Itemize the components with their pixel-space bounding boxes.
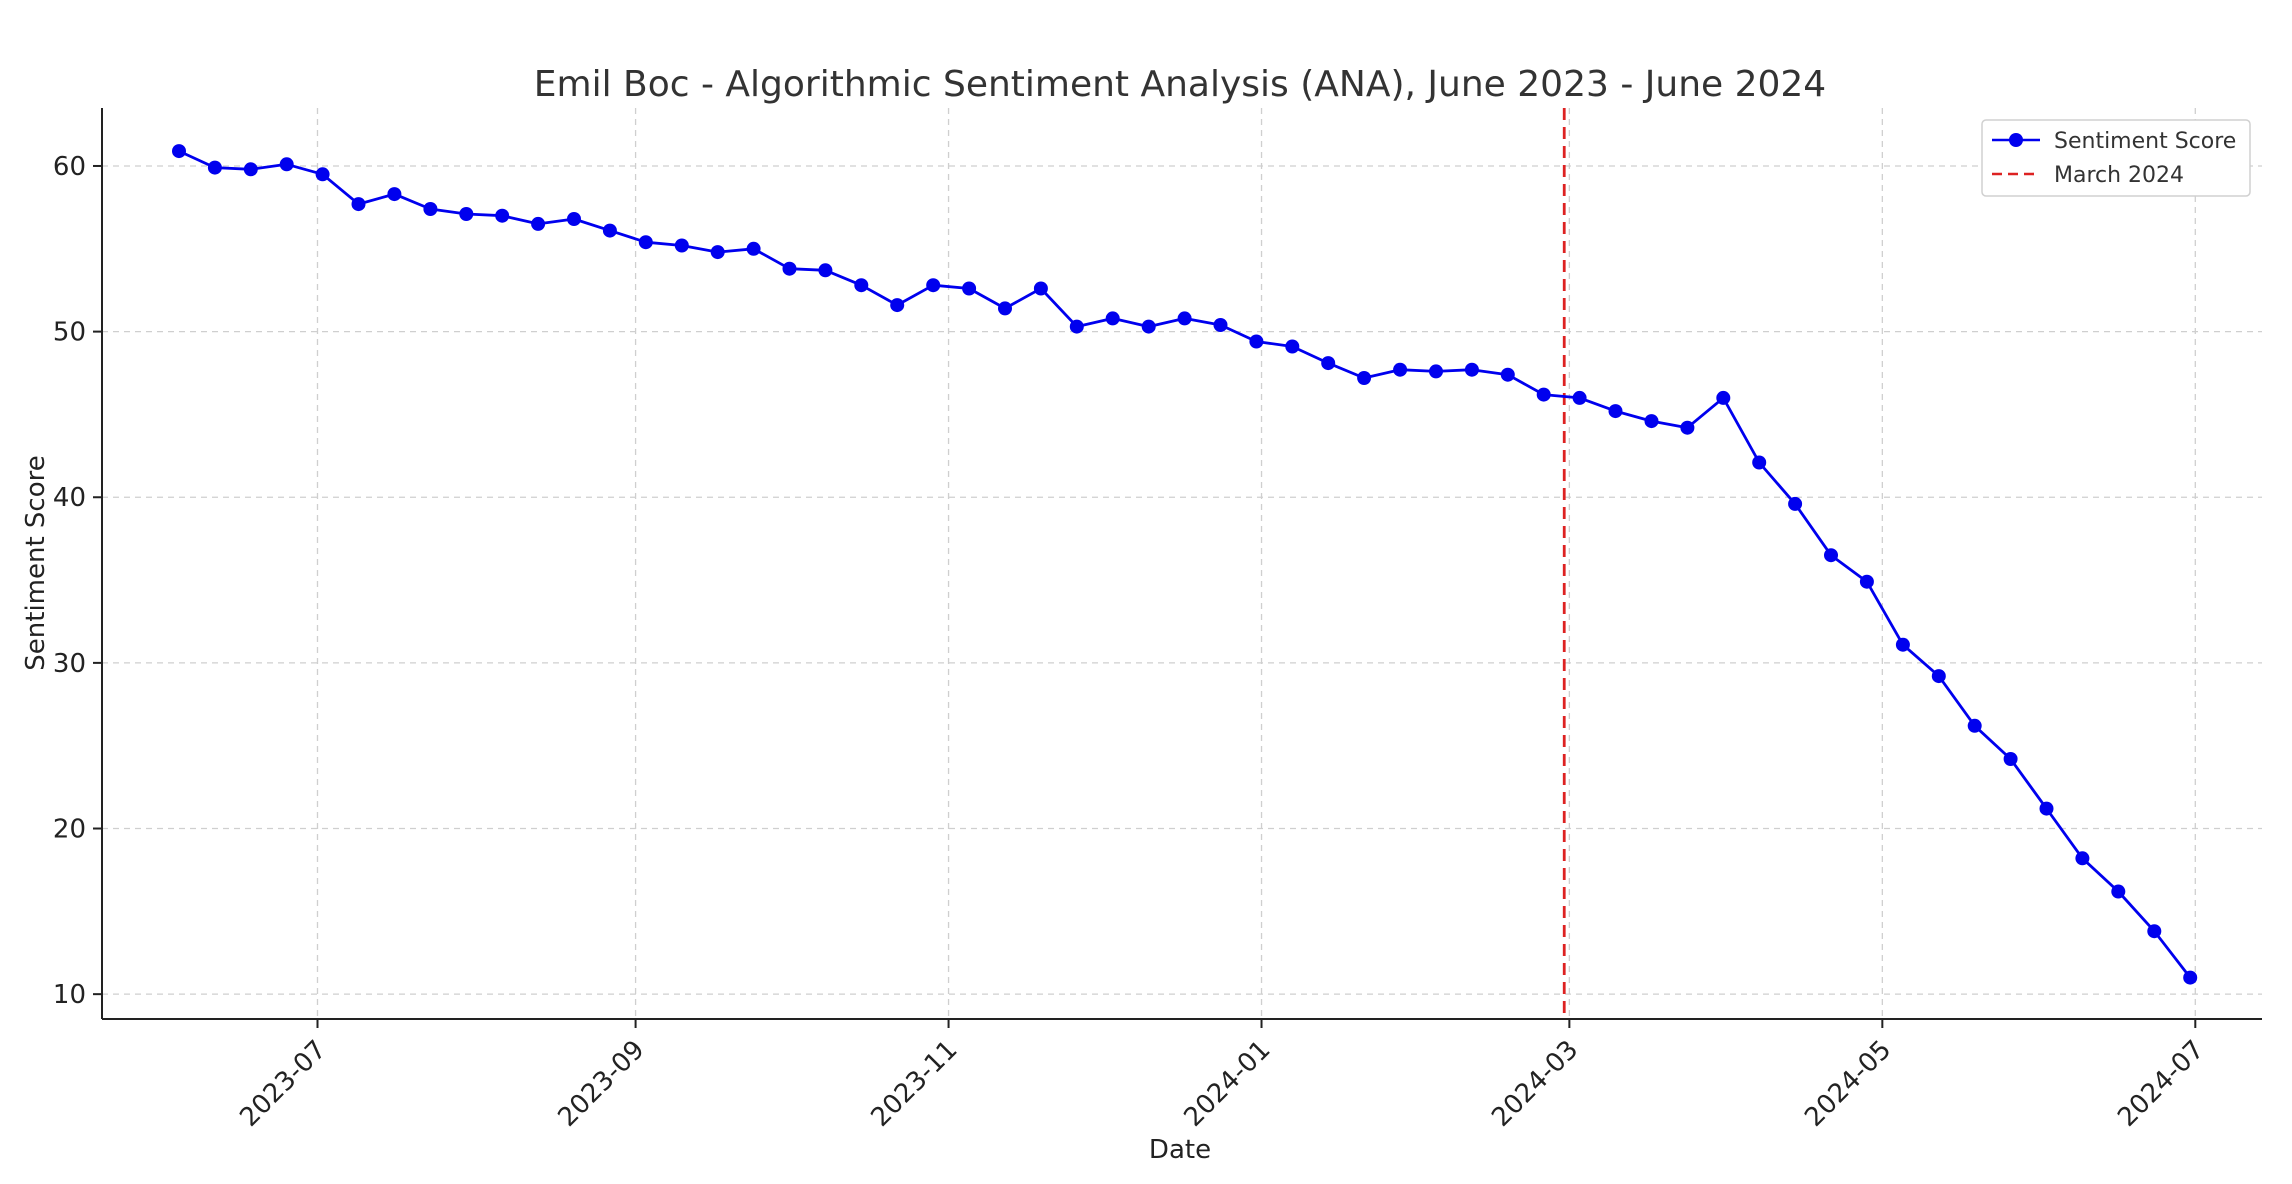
data-point xyxy=(1859,574,1874,589)
data-point xyxy=(459,207,474,221)
data-point xyxy=(710,245,725,260)
data-point xyxy=(423,202,438,216)
y-tick-label: 20 xyxy=(53,815,86,845)
data-point xyxy=(998,301,1012,316)
data-point xyxy=(818,263,833,278)
data-point xyxy=(1213,318,1228,332)
x-tick-label: 2024-01 xyxy=(1178,1035,1276,1133)
data-point xyxy=(1788,496,1803,511)
data-point xyxy=(2111,884,2126,899)
x-tick-label: 2024-07 xyxy=(2112,1035,2210,1133)
data-point xyxy=(1033,281,1048,296)
legend-label-march-2024: March 2024 xyxy=(2054,163,2184,188)
legend-box xyxy=(1981,119,2251,197)
y-tick-label: 30 xyxy=(53,649,86,679)
data-point xyxy=(243,162,258,177)
data-point xyxy=(782,261,797,276)
data-point xyxy=(1967,718,1982,733)
data-point xyxy=(854,278,869,293)
y-tick-label: 50 xyxy=(53,318,86,348)
data-point xyxy=(172,144,186,159)
data-point xyxy=(1644,414,1659,429)
legend: Sentiment Score March 2024 xyxy=(1981,119,2251,197)
data-point xyxy=(1464,362,1479,377)
data-point xyxy=(567,212,581,226)
data-point xyxy=(1105,311,1120,326)
y-tick-label: 60 xyxy=(53,152,86,182)
data-point xyxy=(1429,364,1443,379)
y-tick-label: 10 xyxy=(53,980,86,1010)
data-point xyxy=(1141,319,1156,334)
data-point xyxy=(387,187,402,202)
legend-series-marker xyxy=(2009,133,2023,147)
data-point xyxy=(1069,319,1084,334)
data-point xyxy=(674,238,689,253)
data-point xyxy=(531,216,546,231)
data-point xyxy=(2039,801,2054,816)
data-point xyxy=(1393,362,1408,377)
data-point xyxy=(890,298,905,313)
data-point xyxy=(1536,387,1551,402)
data-point xyxy=(279,157,294,172)
data-point xyxy=(315,167,330,182)
data-point xyxy=(495,208,510,223)
y-tick-label: 40 xyxy=(53,483,86,513)
series-line-sentiment-score xyxy=(178,149,2192,979)
data-point xyxy=(1177,311,1192,326)
data-point xyxy=(1752,455,1767,470)
x-axis-title: Date xyxy=(1149,1135,1211,1165)
data-point xyxy=(2183,970,2198,985)
data-point xyxy=(1321,356,1336,371)
data-point xyxy=(1572,390,1587,405)
x-tick-label: 2023-07 xyxy=(234,1035,332,1133)
data-point xyxy=(1285,339,1300,354)
data-point xyxy=(1608,404,1623,419)
legend-label-sentiment-score: Sentiment Score xyxy=(2054,129,2236,154)
axes xyxy=(101,108,2262,1020)
data-point xyxy=(638,235,653,250)
data-point xyxy=(1249,334,1264,349)
data-point xyxy=(1357,371,1372,385)
data-point xyxy=(746,241,761,256)
data-point xyxy=(1895,637,1910,652)
data-point xyxy=(351,197,366,212)
chart-title: Emil Boc - Algorithmic Sentiment Analysi… xyxy=(534,64,1826,105)
grid xyxy=(102,108,2262,1019)
data-point xyxy=(1680,420,1695,435)
data-point xyxy=(1716,390,1731,405)
x-tick-label: 2023-09 xyxy=(553,1035,651,1133)
ticks: 10 20 30 40 50 60 2023-07 2023-09 2023-11 2024-01… xyxy=(53,152,2210,1133)
data-point xyxy=(962,281,977,296)
x-tick-label: 2024-03 xyxy=(1486,1035,1584,1133)
data-point xyxy=(2003,752,2018,766)
series-group xyxy=(172,144,2198,985)
data-point xyxy=(926,278,941,293)
data-point xyxy=(1931,669,1946,684)
data-point xyxy=(1824,548,1838,563)
data-point xyxy=(1500,367,1515,382)
data-point xyxy=(602,223,617,238)
data-point xyxy=(2075,851,2090,866)
x-tick-label: 2024-05 xyxy=(1799,1035,1897,1133)
data-point xyxy=(207,160,222,175)
data-point xyxy=(2147,924,2162,939)
y-axis-title: Sentiment Score xyxy=(21,455,51,670)
x-tick-label: 2023-11 xyxy=(865,1035,963,1133)
